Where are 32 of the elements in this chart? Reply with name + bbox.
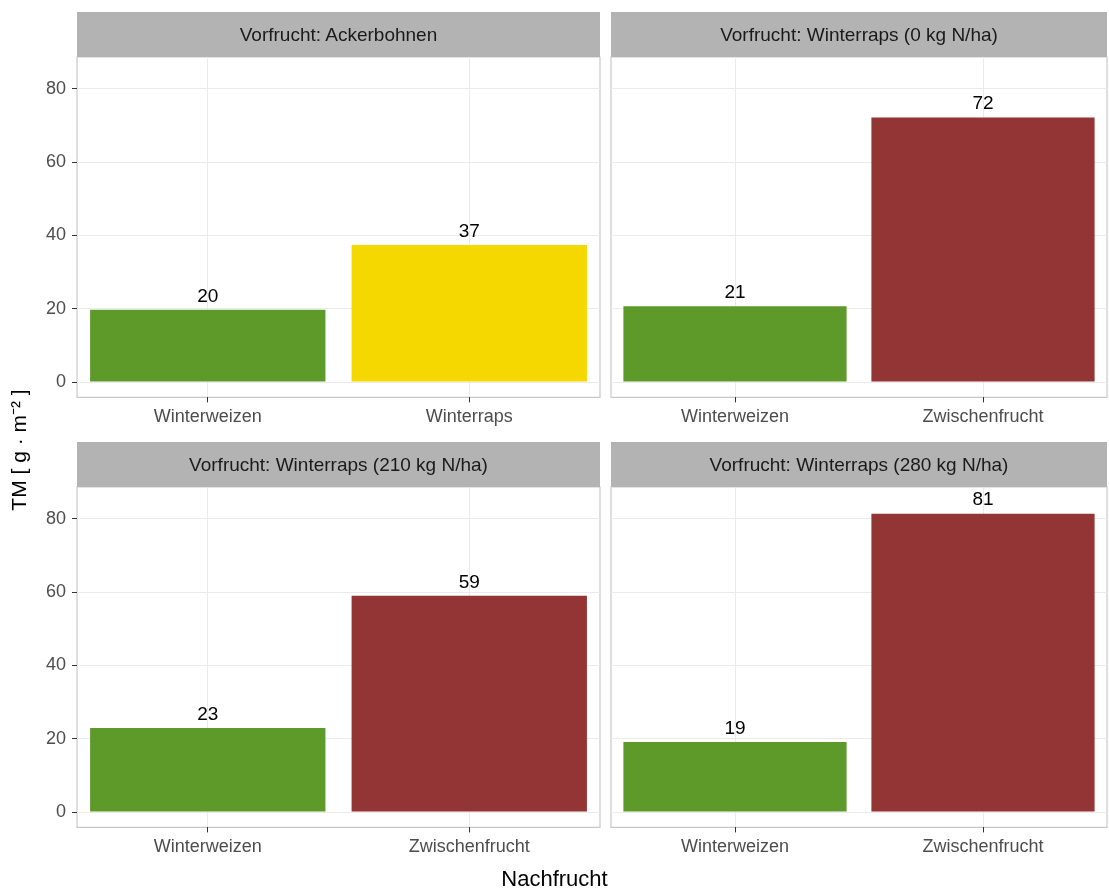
x-tick-label: Winterraps	[425, 406, 513, 427]
data-label: 81	[972, 488, 994, 510]
y-tick-label: 60	[45, 581, 67, 602]
y-tick-label: 20	[45, 727, 67, 748]
y-tick-label: 40	[45, 224, 67, 245]
chart-title: Vorfrucht: Winterraps (0 kg N/ha)	[611, 12, 1107, 57]
y-tick-label: 0	[56, 370, 67, 391]
x-tick-label: Zwischenfrucht	[922, 836, 1044, 857]
chart-title: Vorfrucht: Winterraps (210 kg N/ha)	[77, 442, 600, 487]
y-tick-label: 60	[45, 151, 67, 172]
chart-title: Vorfrucht: Ackerbohnen	[77, 12, 600, 57]
y-tick-label: 20	[45, 297, 67, 318]
y-tick-label: 40	[45, 654, 67, 675]
x-tick-label: Zwischenfrucht	[408, 836, 530, 857]
x-tick-label: Winterweizen	[153, 406, 262, 427]
data-label: 59	[458, 570, 480, 592]
y-tick-label: 80	[45, 77, 67, 98]
y-tick-label: 0	[56, 800, 67, 821]
x-tick-label: Winterweizen	[680, 406, 790, 427]
data-label: 37	[458, 219, 480, 241]
data-label: 72	[972, 92, 994, 114]
x-tick-label: Zwischenfrucht	[922, 406, 1044, 427]
chart-title: Vorfrucht: Winterraps (280 kg N/ha)	[611, 442, 1107, 487]
data-label: 19	[724, 716, 746, 738]
x-tick-label: Winterweizen	[680, 836, 790, 857]
data-label: 21	[724, 280, 746, 302]
data-label: 23	[197, 702, 219, 724]
y-axis-title: TM [ g · m⁻² ]	[6, 388, 31, 513]
data-label: 20	[197, 284, 219, 306]
x-axis-title: Nachfrucht	[500, 866, 609, 892]
x-tick-label: Winterweizen	[153, 836, 262, 857]
y-tick-label: 80	[45, 507, 67, 528]
